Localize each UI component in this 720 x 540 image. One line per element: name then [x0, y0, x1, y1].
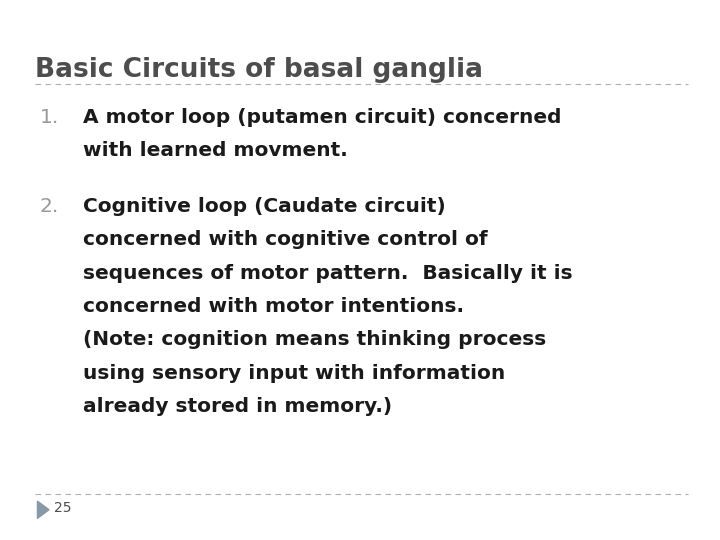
Text: 2.: 2. — [40, 197, 59, 215]
Text: A motor loop (putamen circuit) concerned: A motor loop (putamen circuit) concerned — [83, 108, 562, 127]
Text: 1.: 1. — [40, 108, 59, 127]
Text: using sensory input with information: using sensory input with information — [83, 364, 505, 383]
Text: 25: 25 — [54, 501, 71, 515]
Text: already stored in memory.): already stored in memory.) — [83, 397, 392, 416]
Text: Basic Circuits of basal ganglia: Basic Circuits of basal ganglia — [35, 57, 482, 83]
Text: concerned with cognitive control of: concerned with cognitive control of — [83, 230, 487, 249]
Text: Cognitive loop (Caudate circuit): Cognitive loop (Caudate circuit) — [83, 197, 446, 215]
Text: (Note: cognition means thinking process: (Note: cognition means thinking process — [83, 330, 546, 349]
Text: with learned movment.: with learned movment. — [83, 141, 348, 160]
Text: sequences of motor pattern.  Basically it is: sequences of motor pattern. Basically it… — [83, 264, 572, 282]
Text: concerned with motor intentions.: concerned with motor intentions. — [83, 297, 464, 316]
